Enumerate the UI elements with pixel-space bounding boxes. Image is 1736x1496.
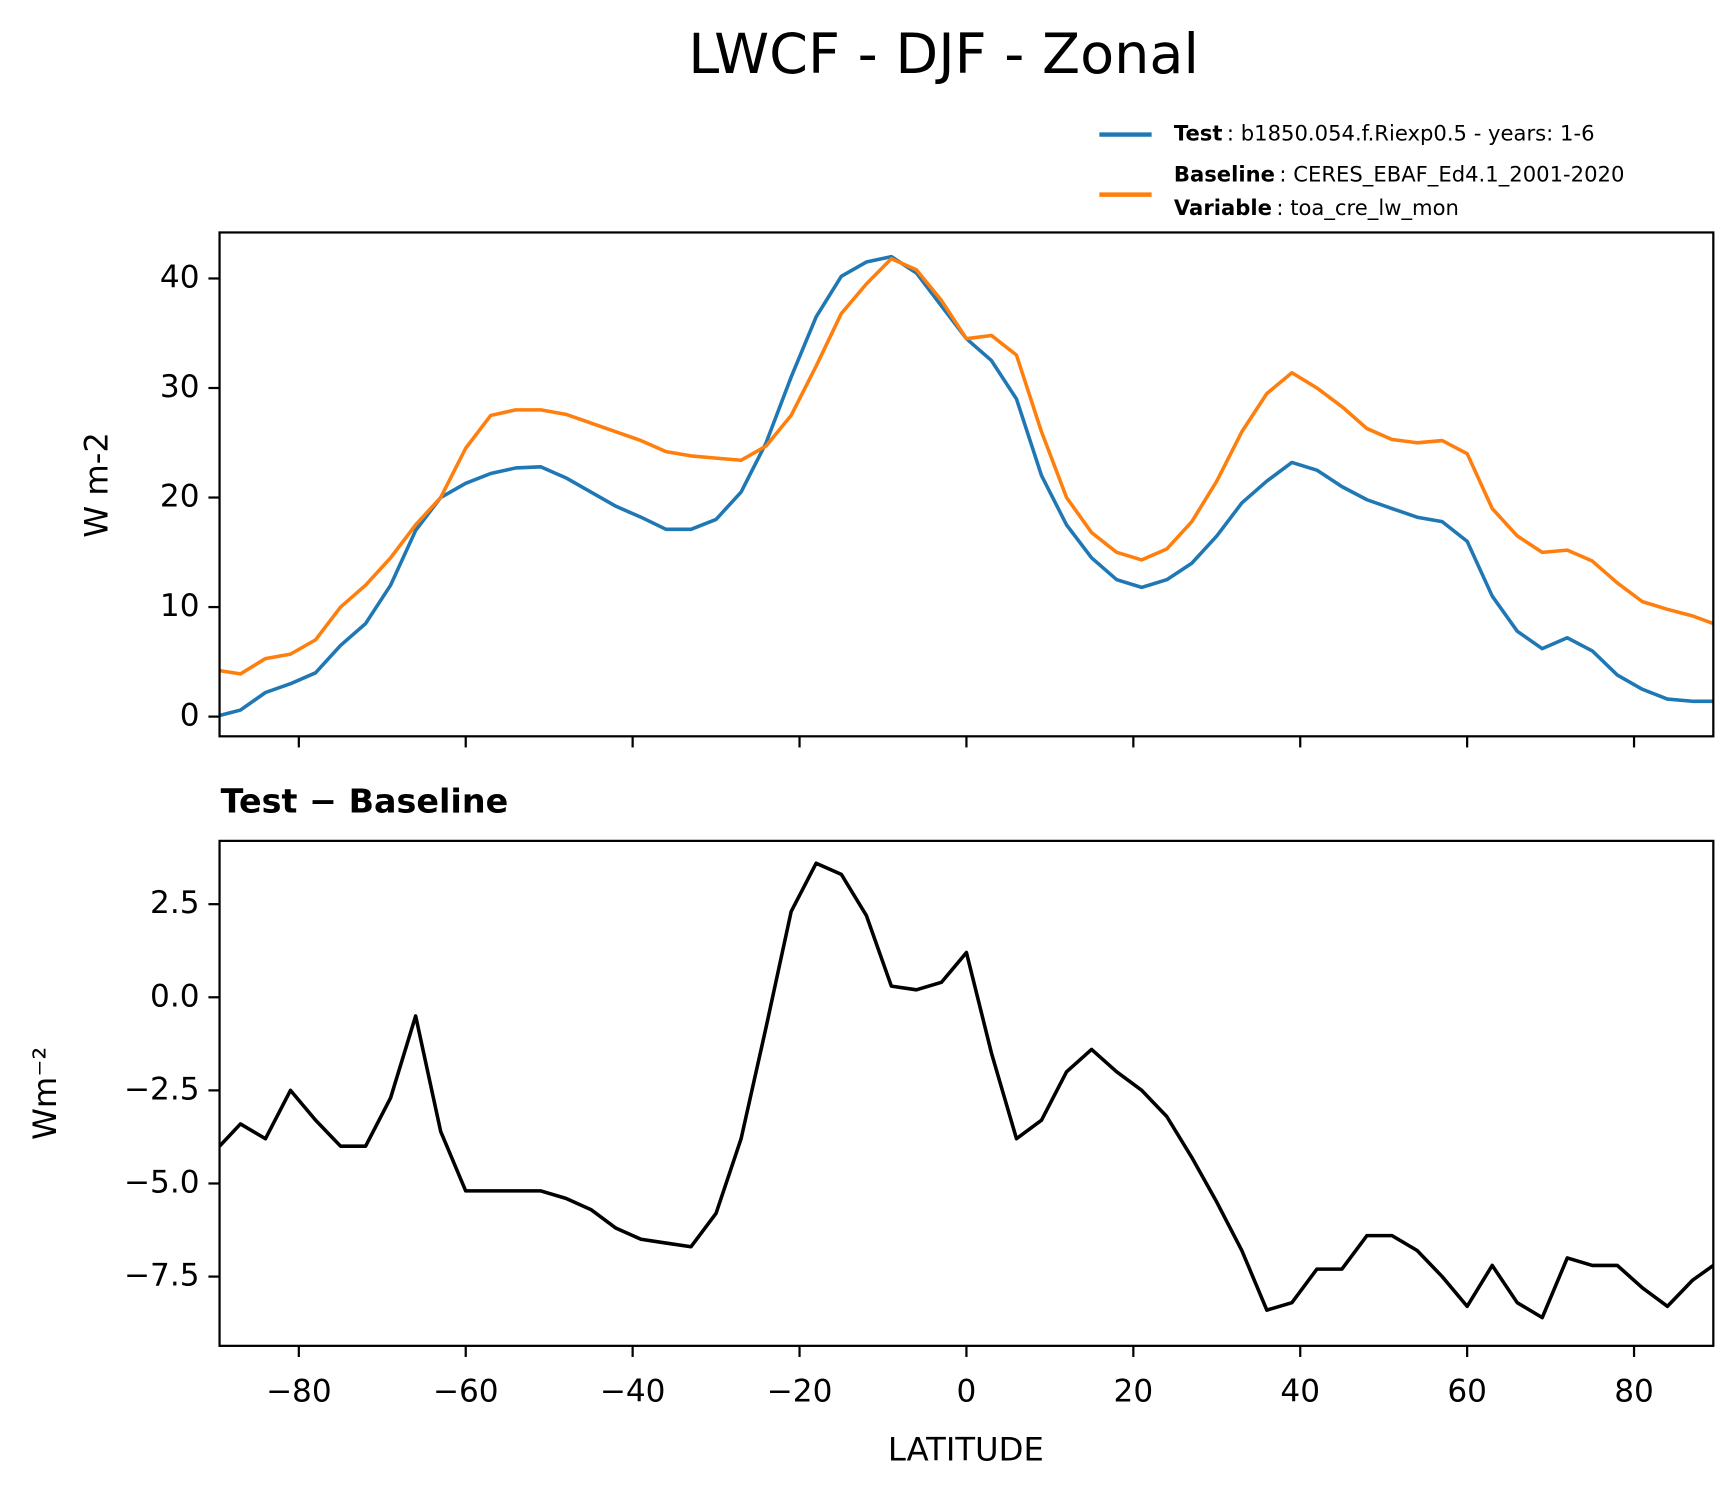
x-tick-label: −80 bbox=[266, 1374, 332, 1410]
x-tick-label: 20 bbox=[1114, 1374, 1154, 1410]
y-tick-label: 0 bbox=[180, 698, 200, 734]
y-tick-label: 20 bbox=[160, 479, 200, 515]
x-tick-label: 40 bbox=[1280, 1374, 1320, 1410]
y-tick-label: 30 bbox=[160, 369, 200, 405]
panel-title: Test − Baseline bbox=[221, 782, 509, 821]
y-axis-label: Wm⁻² bbox=[26, 1047, 64, 1140]
figure-title: LWCF - DJF - Zonal bbox=[688, 22, 1199, 87]
axes-frame bbox=[218, 839, 1715, 1347]
y-tick-label: 0.0 bbox=[150, 978, 200, 1014]
y-tick-label: 40 bbox=[160, 259, 200, 295]
y-tick-label: −7.5 bbox=[124, 1258, 200, 1294]
y-tick-label: −2.5 bbox=[124, 1071, 200, 1107]
legend-entry: Variable: toa_cre_lw_mon bbox=[1174, 195, 1459, 221]
x-tick-label: 0 bbox=[957, 1374, 977, 1410]
y-axis-label: W m-2 bbox=[77, 432, 115, 538]
x-tick-label: −60 bbox=[433, 1374, 499, 1410]
data-line bbox=[219, 256, 1714, 676]
y-tick-label: 2.5 bbox=[150, 885, 200, 921]
x-tick-label: −40 bbox=[600, 1374, 666, 1410]
data-line bbox=[218, 861, 1715, 1320]
axes-frame bbox=[218, 231, 1715, 738]
legend-entry: Baseline: CERES_EBAF_Ed4.1_2001-2020 bbox=[1174, 162, 1625, 188]
x-tick-label: −20 bbox=[767, 1374, 833, 1410]
x-axis-label: LATITUDE bbox=[888, 1431, 1044, 1469]
x-tick-label: 80 bbox=[1614, 1374, 1654, 1410]
y-tick-label: −5.0 bbox=[124, 1164, 200, 1200]
y-tick-label: 10 bbox=[160, 588, 200, 624]
legend-entry: Test: b1850.054.f.Riexp0.5 - years: 1-6 bbox=[1174, 121, 1595, 146]
x-tick-label: 60 bbox=[1447, 1374, 1487, 1410]
